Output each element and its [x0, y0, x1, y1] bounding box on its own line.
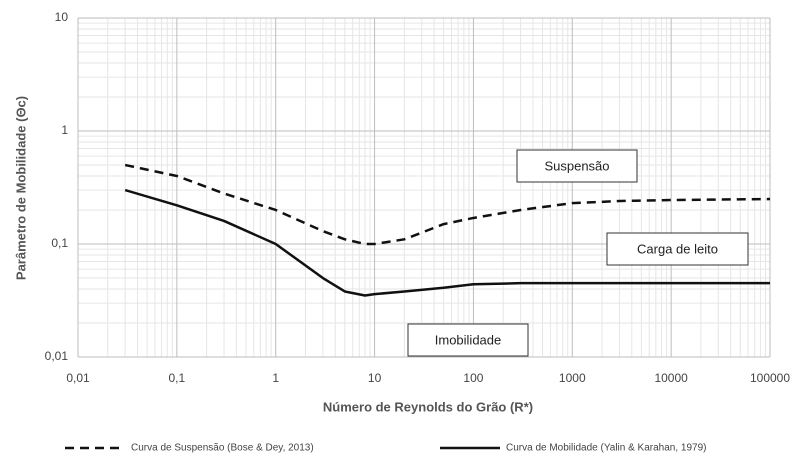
annotation-box: [516, 149, 638, 183]
y-tick-label: 0,1: [51, 236, 68, 250]
y-tick-label: 0,01: [45, 349, 69, 363]
y-tick-label: 1: [61, 123, 68, 137]
series-line: [124, 188, 770, 297]
x-tick-label: 0,1: [169, 371, 186, 385]
annotation-box: [606, 232, 749, 266]
annotation-box: [407, 323, 529, 357]
annotation: Imobilidade: [435, 332, 502, 347]
x-tick-label: 100: [463, 371, 483, 385]
x-tick-label: 1: [272, 371, 279, 385]
y-axis-title: Parâmetro de Mobilidade (Θc): [13, 96, 28, 280]
x-axis-title: Número de Reynolds do Grão (R*): [323, 399, 533, 414]
x-tick-label: 0,01: [66, 371, 90, 385]
legend-label: Curva de Mobilidade (Yalin & Karahan, 19…: [506, 443, 707, 454]
annotation: Suspensão: [544, 158, 609, 173]
annotation: Carga de leito: [637, 241, 718, 256]
y-tick-label: 10: [55, 10, 69, 24]
legend-label: Curva de Suspensão (Bose & Dey, 2013): [131, 443, 314, 454]
x-tick-label: 10000: [654, 371, 688, 385]
x-tick-label: 10: [368, 371, 382, 385]
x-tick-label: 1000: [559, 371, 586, 385]
x-tick-label: 100000: [750, 371, 790, 385]
series-line: [124, 163, 771, 246]
